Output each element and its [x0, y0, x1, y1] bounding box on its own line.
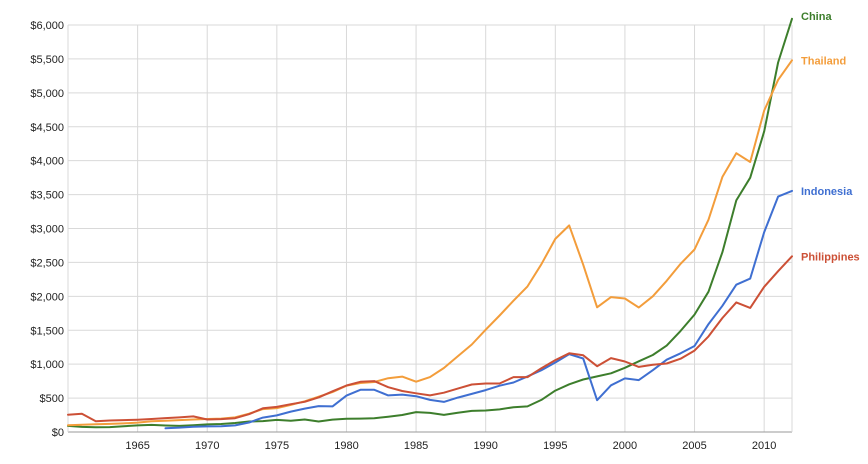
- y-tick-label: $2,000: [30, 291, 64, 303]
- y-tick-label: $2,500: [30, 257, 64, 269]
- series-label-philippines: Philippines: [801, 251, 860, 263]
- y-tick-label: $4,500: [30, 122, 64, 134]
- x-tick-label: 1965: [125, 440, 149, 452]
- y-tick-label: $0: [52, 427, 64, 439]
- x-axis-tick-labels: 1965 1970 1975 1980 1985 1990 1995 2000 2005 2010: [125, 440, 776, 452]
- x-tick-label: 1975: [265, 440, 289, 452]
- y-tick-label: $6,000: [30, 20, 64, 32]
- series-lines: [67, 17, 793, 430]
- gridlines: [68, 24, 792, 433]
- x-tick-label: 1985: [404, 440, 428, 452]
- y-tick-label: $4,000: [30, 156, 64, 168]
- y-tick-label: $3,500: [30, 190, 64, 202]
- series-line-philippines: [67, 255, 793, 423]
- x-tick-label: 1995: [543, 440, 567, 452]
- series-labels: China Thailand Indonesia Philippines: [801, 11, 860, 263]
- axes: [67, 25, 793, 433]
- y-tick-label: $1,000: [30, 359, 64, 371]
- y-tick-label: $3,000: [30, 224, 64, 236]
- series-line-china: [67, 17, 793, 429]
- x-tick-label: 2010: [752, 440, 776, 452]
- x-tick-label: 1980: [334, 440, 358, 452]
- y-tick-label: $1,500: [30, 325, 64, 337]
- series-line-indonesia: [164, 189, 793, 430]
- series-label-indonesia: Indonesia: [801, 186, 853, 198]
- series-label-china: China: [801, 11, 832, 23]
- y-tick-label: $500: [40, 393, 64, 405]
- x-tick-label: 2000: [613, 440, 637, 452]
- y-tick-label: $5,000: [30, 88, 64, 100]
- x-tick-label: 2005: [682, 440, 706, 452]
- series-label-thailand: Thailand: [801, 55, 846, 67]
- y-tick-label: $5,500: [30, 54, 64, 66]
- x-tick-label: 1990: [473, 440, 497, 452]
- y-axis-tick-labels: $0 $500 $1,000 $1,500 $2,000 $2,500 $3,000 $3,5…: [30, 20, 64, 439]
- x-tick-label: 1970: [195, 440, 219, 452]
- series-line-thailand: [67, 59, 793, 427]
